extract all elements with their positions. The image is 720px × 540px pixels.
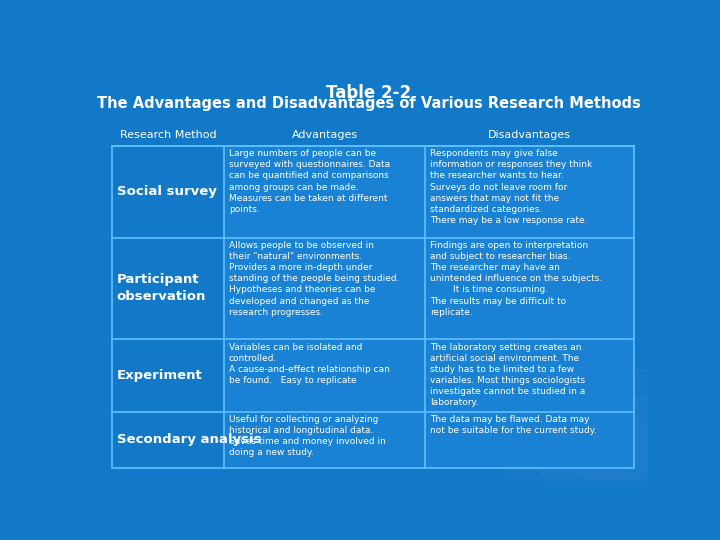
Text: Social survey: Social survey — [117, 185, 217, 198]
Text: Research Method: Research Method — [120, 131, 217, 140]
Text: Useful for collecting or analyzing
historical and longitudinal data.
Saves time : Useful for collecting or analyzing histo… — [229, 415, 386, 457]
Bar — [225, 411, 426, 468]
Text: Advantages: Advantages — [292, 131, 358, 140]
Text: Large numbers of people can be
surveyed with questionnaires. Data
can be quantif: Large numbers of people can be surveyed … — [229, 149, 390, 214]
Bar — [112, 339, 225, 411]
Text: The Advantages and Disadvantages of Various Research Methods: The Advantages and Disadvantages of Vari… — [97, 96, 641, 111]
Circle shape — [564, 414, 660, 485]
Bar — [426, 238, 634, 339]
Bar — [426, 339, 634, 411]
Text: Respondents may give false
information or responses they think
the researcher wa: Respondents may give false information o… — [430, 149, 592, 225]
Bar — [426, 146, 634, 238]
Text: Findings are open to interpretation
and subject to researcher bias.
The research: Findings are open to interpretation and … — [430, 241, 602, 316]
Text: Variables can be isolated and
controlled.
A cause-and-effect relationship can
be: Variables can be isolated and controlled… — [229, 342, 390, 385]
Bar — [112, 146, 225, 238]
Bar — [112, 238, 225, 339]
Text: Participant
observation: Participant observation — [117, 273, 206, 303]
Bar — [112, 411, 225, 468]
Text: Allows people to be observed in
their "natural" environments.
Provides a more in: Allows people to be observed in their "n… — [229, 241, 400, 316]
Circle shape — [534, 391, 690, 508]
Text: Disadvantages: Disadvantages — [488, 131, 571, 140]
Text: The laboratory setting creates an
artificial social environment. The
study has t: The laboratory setting creates an artifi… — [430, 342, 585, 407]
Bar — [426, 411, 634, 468]
Bar — [225, 146, 426, 238]
Text: Secondary analysis: Secondary analysis — [117, 434, 261, 447]
Text: The data may be flawed. Data may
not be suitable for the current study.: The data may be flawed. Data may not be … — [430, 415, 597, 435]
Bar — [225, 339, 426, 411]
Bar — [112, 125, 634, 146]
Bar — [225, 238, 426, 339]
Circle shape — [500, 366, 720, 532]
Bar — [112, 146, 634, 468]
Text: Table 2-2: Table 2-2 — [326, 84, 412, 102]
Text: Experiment: Experiment — [117, 369, 202, 382]
